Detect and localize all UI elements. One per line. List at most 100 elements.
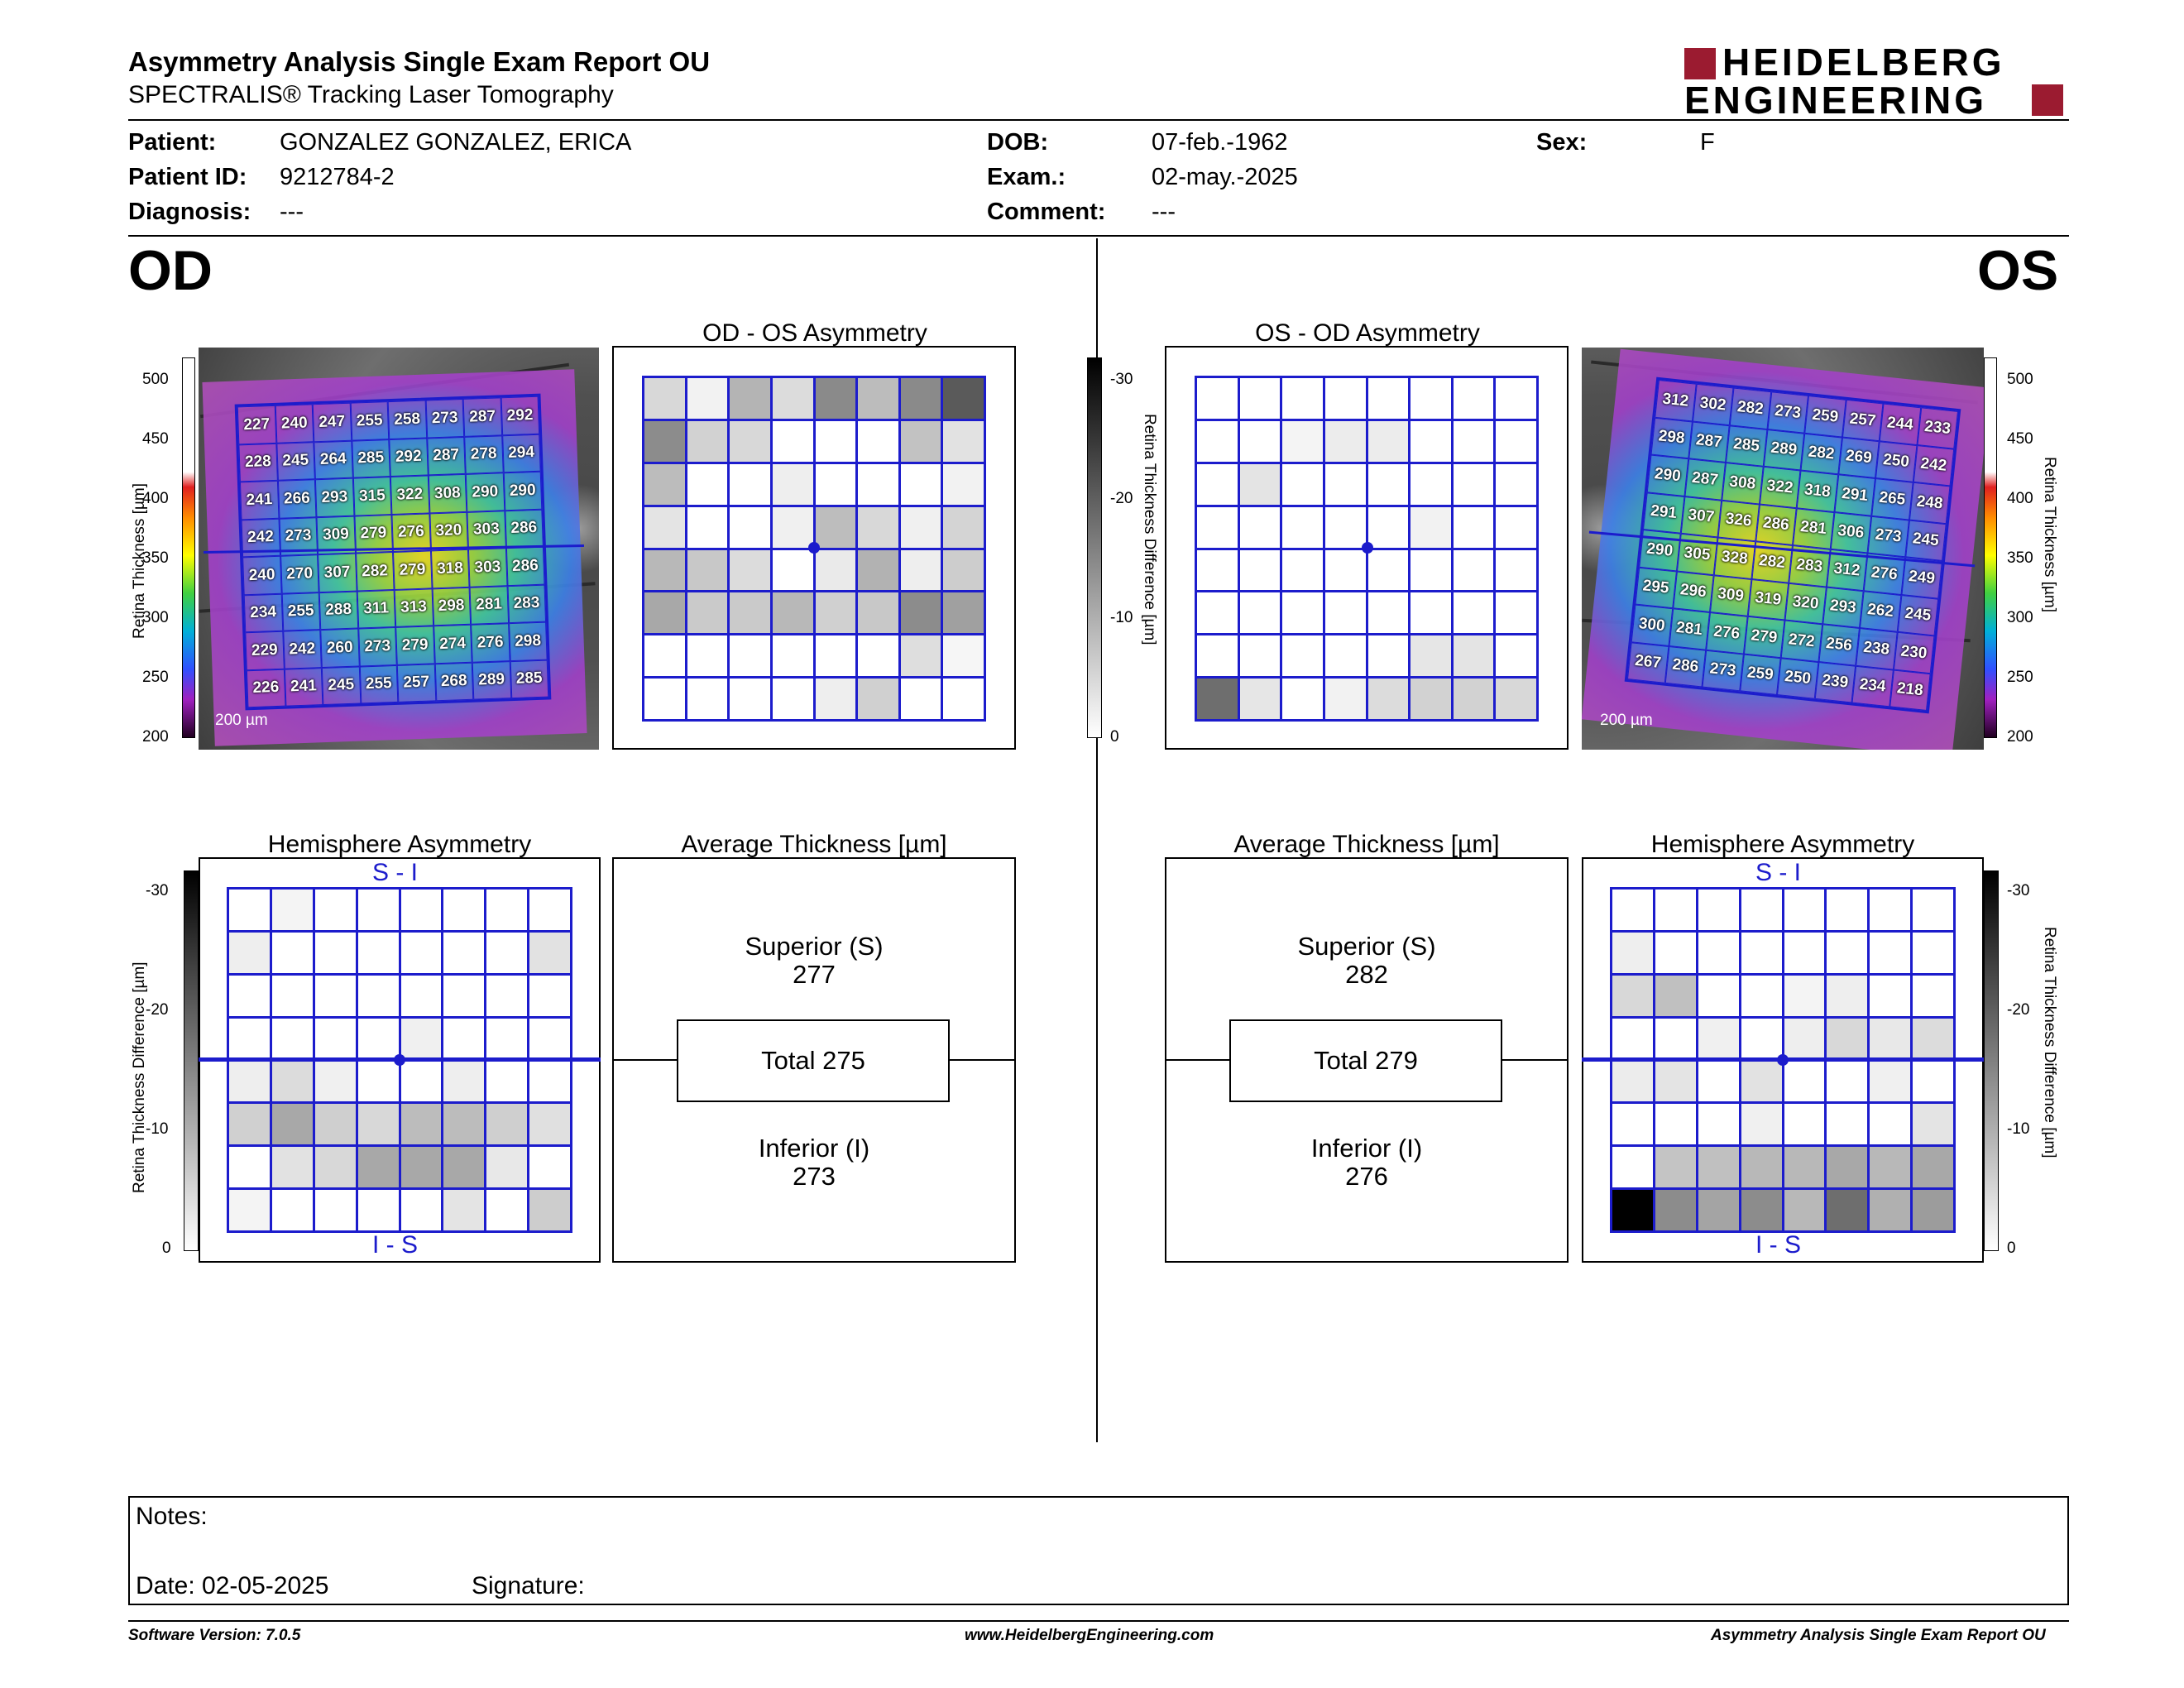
thickness-value-cell: 242 <box>1913 444 1955 487</box>
grid-cell <box>772 420 813 462</box>
tick-label: -10 <box>1110 609 1133 626</box>
tick-label: -10 <box>2007 1120 2030 1138</box>
patient-label: Patient: <box>128 129 217 156</box>
diagnosis-label: Diagnosis: <box>128 199 251 225</box>
thickness-value-cell: 244 <box>1879 403 1921 445</box>
od-thickness-colorbar <box>182 357 195 738</box>
grid-cell <box>772 679 813 719</box>
grid-cell <box>357 890 399 930</box>
grid-cell <box>1870 1104 1911 1145</box>
thickness-value-cell: 256 <box>1818 624 1860 666</box>
os-hemisphere-title: Hemisphere Asymmetry <box>1650 831 1915 858</box>
grid-cell <box>1367 679 1409 719</box>
grid-cell <box>815 506 856 548</box>
grid-cell <box>900 378 941 419</box>
grid-cell <box>1282 463 1323 505</box>
grid-cell <box>314 1147 356 1188</box>
od-thickness-axis-label: Retina Thickness [µm] <box>131 483 148 639</box>
thickness-value-cell: 218 <box>1889 669 1931 712</box>
grid-cell <box>900 506 941 548</box>
footer-website[interactable]: www.HeidelbergEngineering.com <box>965 1627 1214 1644</box>
thickness-value-cell: 300 <box>1631 604 1673 646</box>
thickness-value-cell: 240 <box>242 555 282 595</box>
grid-cell <box>271 890 313 930</box>
thickness-value-cell: 315 <box>352 477 392 516</box>
grid-cell <box>687 549 728 591</box>
grid-cell <box>900 549 941 591</box>
thickness-value-cell: 287 <box>1684 458 1727 501</box>
grid-cell <box>1741 1147 1782 1188</box>
thickness-value-cell: 276 <box>1706 611 1748 654</box>
os-hemi-top-label: S - I <box>1755 859 1802 886</box>
patient-id-label: Patient ID: <box>128 164 247 190</box>
grid-cell <box>1453 679 1494 719</box>
grid-cell <box>1324 463 1366 505</box>
thickness-value-cell: 322 <box>1759 466 1801 508</box>
thickness-value-cell: 291 <box>1642 492 1685 534</box>
grid-cell <box>357 975 399 1016</box>
grid-cell <box>1698 1190 1739 1230</box>
grid-cell <box>730 592 770 634</box>
grid-cell <box>687 592 728 634</box>
thickness-value-cell: 264 <box>314 440 353 480</box>
grid-cell <box>229 1104 270 1145</box>
grid-cell <box>486 975 528 1016</box>
thickness-value-cell: 295 <box>1635 567 1677 609</box>
grid-cell <box>1197 378 1238 419</box>
grid-cell <box>1827 1104 1868 1145</box>
grid-cell <box>1827 1147 1868 1188</box>
thickness-value-cell: 267 <box>1626 641 1669 683</box>
tick-label: 250 <box>142 669 169 686</box>
od-superior-value: 277 <box>793 960 836 989</box>
grid-cell <box>730 549 770 591</box>
comment-value: --- <box>1152 199 1176 225</box>
grid-cell <box>1496 506 1536 548</box>
grid-cell <box>1913 1018 1953 1059</box>
thickness-value-cell: 290 <box>465 472 505 512</box>
thickness-value-cell: 278 <box>464 434 504 474</box>
grid-cell <box>644 378 685 419</box>
thickness-value-cell: 287 <box>1688 420 1730 463</box>
grid-cell <box>1612 1061 1653 1102</box>
thickness-value-cell: 260 <box>320 628 360 668</box>
grid-cell <box>1698 975 1739 1016</box>
grid-cell <box>1324 506 1366 548</box>
grid-cell <box>1698 1018 1739 1059</box>
grid-cell <box>1282 549 1323 591</box>
grid-cell <box>687 463 728 505</box>
grid-cell <box>1282 592 1323 634</box>
os-hemi-colorbar <box>1984 870 1999 1251</box>
grid-cell <box>529 1190 570 1230</box>
grid-cell <box>900 463 941 505</box>
thickness-value-cell: 250 <box>1875 440 1918 482</box>
thickness-value-cell: 230 <box>1893 631 1935 674</box>
grid-cell <box>1784 1190 1825 1230</box>
thickness-value-cell: 285 <box>1726 424 1768 467</box>
thickness-value-cell: 255 <box>350 401 390 441</box>
thickness-value-cell: 282 <box>1729 387 1771 429</box>
grid-cell <box>443 1104 485 1145</box>
grid-cell <box>687 420 728 462</box>
grid-cell <box>400 932 442 973</box>
od-hemi-colorbar <box>184 870 199 1251</box>
thickness-value-cell: 286 <box>1755 503 1797 545</box>
grid-cell <box>815 378 856 419</box>
grid-cell <box>772 592 813 634</box>
grid-cell <box>1410 378 1451 419</box>
grid-cell <box>772 378 813 419</box>
report-subtitle: SPECTRALIS® Tracking Laser Tomography <box>128 81 614 108</box>
od-hemisphere-title: Hemisphere Asymmetry <box>267 831 532 858</box>
grid-cell <box>314 1190 356 1230</box>
grid-cell <box>730 420 770 462</box>
grid-cell <box>644 679 685 719</box>
grid-cell <box>1453 378 1494 419</box>
grid-cell <box>858 463 898 505</box>
grid-cell <box>687 635 728 677</box>
signature-label: Signature: <box>472 1572 585 1599</box>
grid-cell <box>1612 1190 1653 1230</box>
tick-label: 450 <box>2007 430 2033 448</box>
od-label: OD <box>128 239 213 302</box>
grid-cell <box>772 635 813 677</box>
grid-cell <box>687 378 728 419</box>
grid-cell <box>1453 592 1494 634</box>
